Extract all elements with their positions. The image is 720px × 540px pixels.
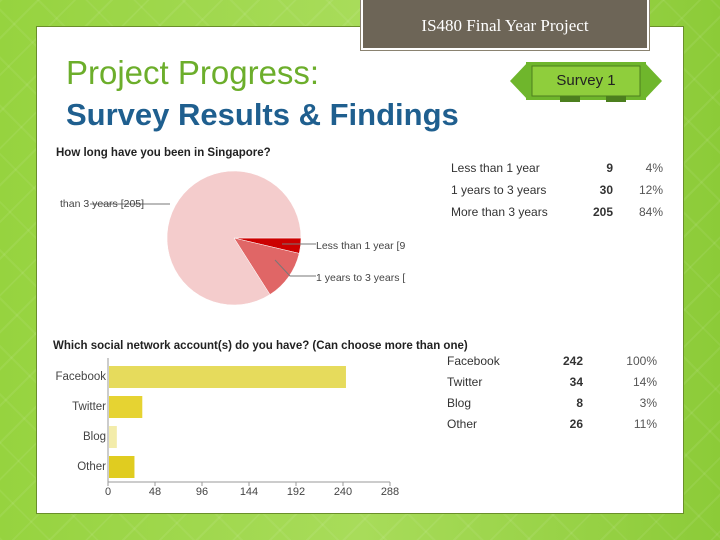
q1-table-row: Less than 1 year 9 4% [451, 161, 667, 179]
slide-title-line1: Project Progress: [66, 54, 320, 91]
pie-label-more-than-3: than 3 years [205] [60, 198, 145, 210]
q2-table-row-label: Facebook [447, 354, 500, 368]
bar-x-tick-label: 144 [239, 486, 259, 498]
pie-slice-more-than-3-years [166, 170, 302, 306]
bar-x-tick-label: 0 [104, 486, 112, 498]
badge-label: Survey 1 [556, 72, 616, 89]
bar-category-label: Other [77, 461, 106, 473]
slide-canvas [36, 26, 684, 514]
bar-blog [109, 426, 117, 448]
bar-other [109, 456, 135, 478]
question-1-title: How long have you been in Singapore? [56, 147, 271, 159]
bar-category-label: Twitter [72, 401, 106, 413]
bar-twitter [109, 396, 143, 418]
slide-title-line2: Survey Results & Findings [66, 97, 459, 132]
q1-table-row-count: 205 [592, 205, 613, 219]
bar-category-label: Blog [82, 431, 106, 443]
q1-table-row-percent: 12% [638, 183, 663, 197]
bar-x-tick-label: 96 [195, 486, 209, 498]
survey-badge: Survey 1 [510, 60, 662, 102]
q2-table-row-label: Blog [447, 396, 472, 410]
bar-chart [107, 358, 391, 486]
q1-table-row-count: 30 [599, 183, 613, 197]
badge-ribbon-icon [510, 62, 662, 102]
q1-table-row: 1 years to 3 years 30 12% [451, 183, 667, 201]
slide-title: Project Progress: Survey Results & Findi… [66, 52, 459, 136]
header-tab: IS480 Final Year Project [360, 0, 650, 51]
q1-table-row-label: More than 3 years [451, 205, 548, 219]
bar-x-tick-label: 240 [333, 486, 353, 498]
question-2-title: Which social network account(s) do you h… [53, 340, 468, 352]
q2-table-row-count: 8 [576, 396, 583, 410]
q2-table-row-count: 34 [569, 375, 583, 389]
q2-table-row-percent: 100% [626, 354, 657, 368]
question-2-table: Facebook 242 100% Twitter 34 14% Blog 8 3% Other 2… [447, 354, 663, 434]
q2-table-row: Other 26 11% [447, 417, 663, 435]
pie-label-1-to-3: 1 years to 3 years [ [316, 272, 406, 284]
bar-x-tick-label: 288 [380, 486, 400, 498]
bar-facebook [109, 366, 346, 388]
q2-table-row-percent: 3% [639, 396, 657, 410]
q1-table-row-label: 1 years to 3 years [451, 183, 547, 197]
question-1-table: Less than 1 year 9 4% 1 years to 3 years 30 1… [451, 161, 667, 227]
q2-table-row-label: Other [447, 417, 478, 431]
q1-table-row: More than 3 years 205 84% [451, 205, 667, 223]
q1-table-row-percent: 4% [645, 161, 663, 175]
q2-table-row-percent: 14% [632, 375, 657, 389]
q2-table-row-count: 26 [569, 417, 583, 431]
q2-table-row: Blog 8 3% [447, 396, 663, 414]
bar-x-tick-label: 48 [148, 486, 162, 498]
q1-table-row-label: Less than 1 year [451, 161, 540, 175]
pie-chart [90, 170, 316, 306]
q2-table-row-count: 242 [562, 354, 583, 368]
header-title: IS480 Final Year Project [421, 16, 589, 35]
q2-table-row: Facebook 242 100% [447, 354, 663, 372]
q2-table-row-label: Twitter [447, 375, 483, 389]
bar-x-tick-label: 192 [286, 486, 306, 498]
q1-table-row-count: 9 [606, 161, 613, 175]
q2-table-row: Twitter 34 14% [447, 375, 663, 393]
bar-category-label: Facebook [55, 371, 106, 383]
pie-leader-line [274, 259, 316, 277]
pie-label-less-than-1: Less than 1 year [9 [316, 240, 406, 252]
q2-table-row-percent: 11% [633, 417, 657, 431]
q1-table-row-percent: 84% [638, 205, 663, 219]
